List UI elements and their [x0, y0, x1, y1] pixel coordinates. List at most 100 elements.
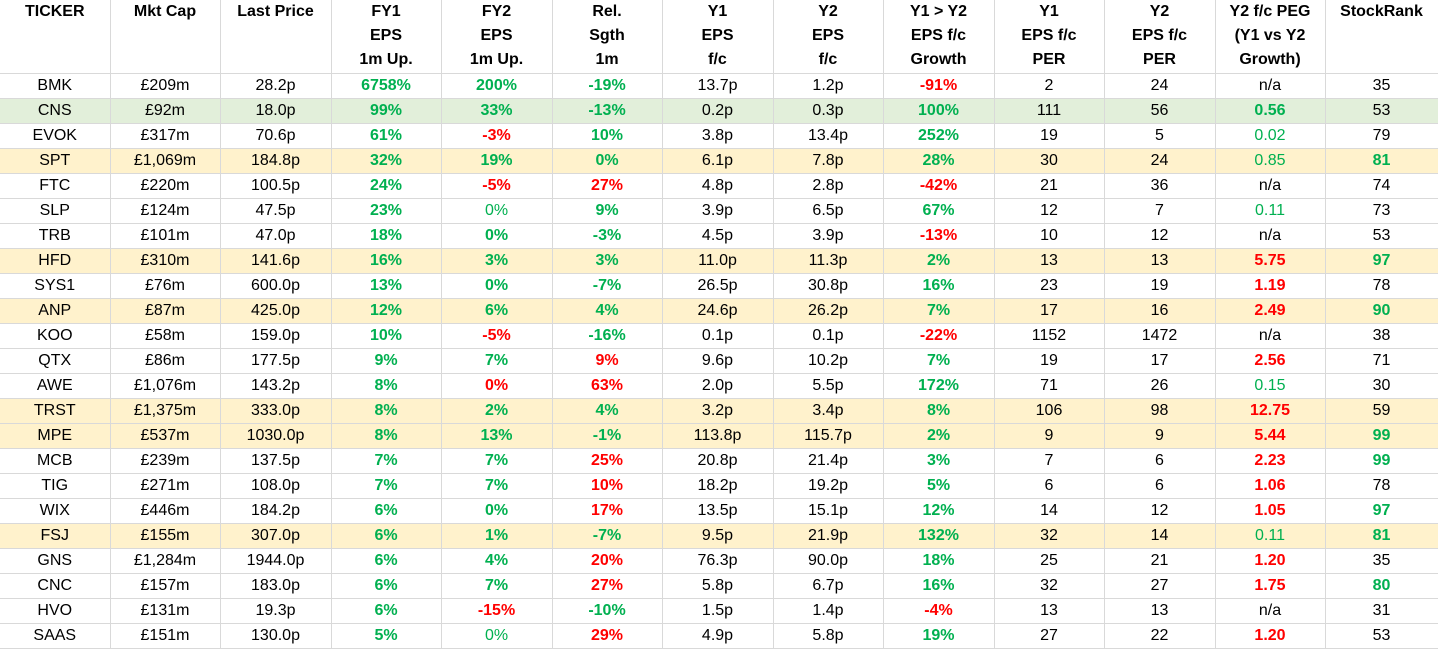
table-cell: 9%: [552, 198, 663, 224]
table-cell: 21.9p: [773, 523, 884, 549]
ticker-cell: GNS: [0, 548, 111, 574]
table-cell: 5.44: [1215, 423, 1326, 449]
column-header-line: Y1 > Y2: [909, 3, 968, 20]
column-header[interactable]: Y1 EPS f/c PER: [994, 0, 1105, 74]
table-row[interactable]: WIX £446m 184.2p 6% 0% 17% 13.5p 15.1p 12% 14 12 1.…: [0, 498, 1438, 524]
table-row[interactable]: BMK £209m 28.2p 6758% 200% -19% 13.7p 1.2p -91% 2…: [0, 73, 1438, 99]
column-header-line: 1m Up.: [469, 51, 524, 68]
table-cell: 13%: [331, 273, 442, 299]
table-cell: 100%: [883, 98, 995, 124]
table-cell: 10%: [331, 323, 442, 349]
ticker-cell: ANP: [0, 298, 111, 324]
table-cell: 6%: [331, 548, 442, 574]
table-cell: 17: [994, 298, 1105, 324]
table-cell: 106: [994, 398, 1105, 424]
table-cell: £1,069m: [110, 148, 221, 174]
table-row[interactable]: MPE £537m 1030.0p 8% 13% -1% 113.8p 115.7p 2% 9 9 5…: [0, 423, 1438, 449]
table-cell: £131m: [110, 598, 221, 624]
column-header[interactable]: Mkt Cap: [110, 0, 221, 74]
ticker-cell: SYS1: [0, 273, 111, 299]
table-row[interactable]: FTC £220m 100.5p 24% -5% 27% 4.8p 2.8p -42% 21 36 n…: [0, 173, 1438, 199]
table-cell: 3.8p: [662, 123, 774, 149]
column-header-line: EPS: [480, 27, 513, 44]
table-cell: 35: [1325, 548, 1438, 574]
table-cell: 5.8p: [662, 573, 774, 599]
table-cell: £209m: [110, 73, 221, 99]
table-cell: 177.5p: [220, 348, 332, 374]
column-header[interactable]: Y2 f/c PEG (Y1 vs Y2 Growth): [1215, 0, 1326, 74]
column-header-line: Y1: [1039, 3, 1059, 20]
column-header[interactable]: Last Price: [220, 0, 332, 74]
column-header[interactable]: TICKER: [0, 0, 111, 74]
table-row[interactable]: QTX £86m 177.5p 9% 7% 9% 9.6p 10.2p 7% 19 17 2.56 71: [0, 348, 1438, 374]
table-cell: 59: [1325, 398, 1438, 424]
column-header-line: EPS: [701, 27, 734, 44]
table-cell: 10%: [552, 473, 663, 499]
table-cell: 13: [1104, 598, 1216, 624]
table-cell: 111: [994, 98, 1105, 124]
table-cell: 2.0p: [662, 373, 774, 399]
table-cell: 21: [994, 173, 1105, 199]
table-cell: -42%: [883, 173, 995, 199]
table-cell: 24: [1104, 148, 1216, 174]
table-cell: 4%: [552, 398, 663, 424]
table-cell: 99%: [331, 98, 442, 124]
table-cell: 98: [1104, 398, 1216, 424]
table-row[interactable]: HFD £310m 141.6p 16% 3% 3% 11.0p 11.3p 2% 13 13 5.7…: [0, 248, 1438, 274]
column-header[interactable]: Y2 EPS f/c PER: [1104, 0, 1216, 74]
table-cell: 17%: [552, 498, 663, 524]
table-row[interactable]: AWE £1,076m 143.2p 8% 0% 63% 2.0p 5.5p 172% 71 26 0…: [0, 373, 1438, 399]
column-header[interactable]: Y1 EPS f/c: [662, 0, 774, 74]
table-row[interactable]: CNS £92m 18.0p 99% 33% -13% 0.2p 0.3p 100% 111 56 0…: [0, 98, 1438, 124]
table-row[interactable]: MCB £239m 137.5p 7% 7% 25% 20.8p 21.4p 3% 7 6 2.23 9…: [0, 448, 1438, 474]
table-row[interactable]: CNC £157m 183.0p 6% 7% 27% 5.8p 6.7p 16% 32 27 1.75…: [0, 573, 1438, 599]
table-row[interactable]: FSJ £155m 307.0p 6% 1% -7% 9.5p 21.9p 132% 32 14 0.…: [0, 523, 1438, 549]
table-row[interactable]: ANP £87m 425.0p 12% 6% 4% 24.6p 26.2p 7% 17 16 2.49…: [0, 298, 1438, 324]
table-cell: £151m: [110, 623, 221, 649]
table-row[interactable]: SAAS £151m 130.0p 5% 0% 29% 4.9p 5.8p 19% 27 22 1.2…: [0, 623, 1438, 649]
table-cell: 25%: [552, 448, 663, 474]
table-row[interactable]: KOO £58m 159.0p 10% -5% -16% 0.1p 0.1p -22% 1152 1…: [0, 323, 1438, 349]
table-row[interactable]: SLP £124m 47.5p 23% 0% 9% 3.9p 6.5p 67% 12 7 0.11 73: [0, 198, 1438, 224]
table-cell: -7%: [552, 273, 663, 299]
table-cell: 16%: [883, 573, 995, 599]
table-cell: 32%: [331, 148, 442, 174]
table-row[interactable]: TRB £101m 47.0p 18% 0% -3% 4.5p 3.9p -13% 10 12 n/a…: [0, 223, 1438, 249]
table-cell: 12: [994, 198, 1105, 224]
table-cell: 6%: [441, 298, 553, 324]
table-cell: 5.8p: [773, 623, 884, 649]
table-cell: n/a: [1215, 323, 1326, 349]
table-cell: 5: [1104, 123, 1216, 149]
table-row[interactable]: SPT £1,069m 184.8p 32% 19% 0% 6.1p 7.8p 28% 30 24 0…: [0, 148, 1438, 174]
table-cell: 9.5p: [662, 523, 774, 549]
table-row[interactable]: SYS1 £76m 600.0p 13% 0% -7% 26.5p 30.8p 16% 23 19 1…: [0, 273, 1438, 299]
table-row[interactable]: HVO £131m 19.3p 6% -15% -10% 1.5p 1.4p -4% 13 13 n/…: [0, 598, 1438, 624]
table-cell: £239m: [110, 448, 221, 474]
table-row[interactable]: TIG £271m 108.0p 7% 7% 10% 18.2p 19.2p 5% 6 6 1.06 7…: [0, 473, 1438, 499]
table-cell: 7%: [441, 473, 553, 499]
column-header[interactable]: Rel. Sgth 1m: [552, 0, 663, 74]
table-cell: 5.5p: [773, 373, 884, 399]
table-row[interactable]: EVOK £317m 70.6p 61% -3% 10% 3.8p 13.4p 252% 19 5 0…: [0, 123, 1438, 149]
table-cell: 81: [1325, 523, 1438, 549]
table-cell: 8%: [331, 398, 442, 424]
table-cell: 53: [1325, 223, 1438, 249]
table-cell: 0%: [441, 623, 553, 649]
table-cell: 19: [994, 348, 1105, 374]
table-row[interactable]: GNS £1,284m 1944.0p 6% 4% 20% 76.3p 90.0p 18% 25 2…: [0, 548, 1438, 574]
column-header[interactable]: StockRank: [1325, 0, 1438, 74]
column-header[interactable]: Y1 > Y2 EPS f/c Growth: [883, 0, 995, 74]
table-cell: £271m: [110, 473, 221, 499]
table-cell: £76m: [110, 273, 221, 299]
table-cell: 53: [1325, 98, 1438, 124]
ticker-cell: CNC: [0, 573, 111, 599]
column-header[interactable]: FY2 EPS 1m Up.: [441, 0, 553, 74]
table-cell: 1.06: [1215, 473, 1326, 499]
table-cell: 4.5p: [662, 223, 774, 249]
table-cell: 141.6p: [220, 248, 332, 274]
table-cell: 0%: [441, 373, 553, 399]
column-header[interactable]: FY1 EPS 1m Up.: [331, 0, 442, 74]
table-cell: 7%: [441, 448, 553, 474]
table-row[interactable]: TRST £1,375m 333.0p 8% 2% 4% 3.2p 3.4p 8% 106 98 12…: [0, 398, 1438, 424]
column-header[interactable]: Y2 EPS f/c: [773, 0, 884, 74]
